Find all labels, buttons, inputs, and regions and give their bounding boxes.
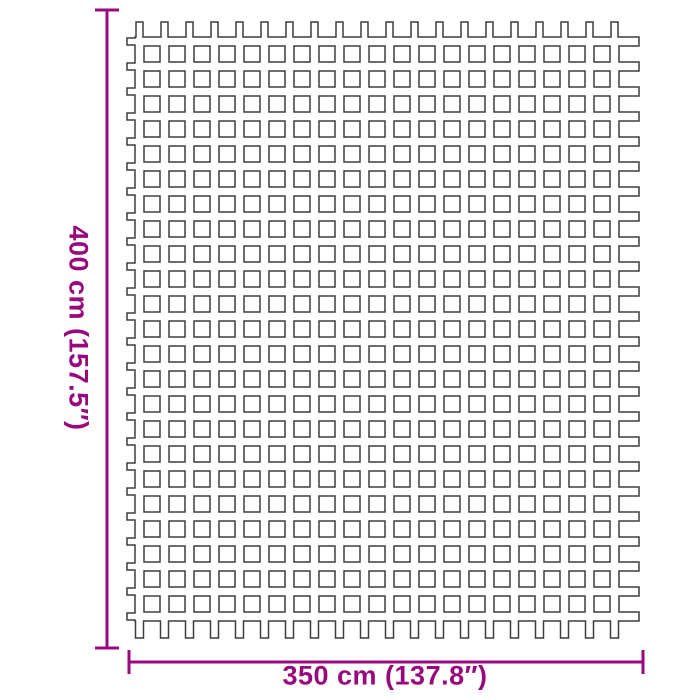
mat-border-outline <box>126 21 640 639</box>
width-dimension-line-path <box>127 650 645 674</box>
height-dimension-label: 400 cm (157.5″) <box>63 225 94 431</box>
width-dimension-line <box>127 650 645 674</box>
height-dimension-line <box>95 8 119 650</box>
height-dimension-line-path <box>95 8 119 650</box>
mat-drawing <box>126 21 640 639</box>
width-dimension-label: 350 cm (137.8″) <box>282 660 488 691</box>
mat-grid-holes <box>143 45 611 613</box>
